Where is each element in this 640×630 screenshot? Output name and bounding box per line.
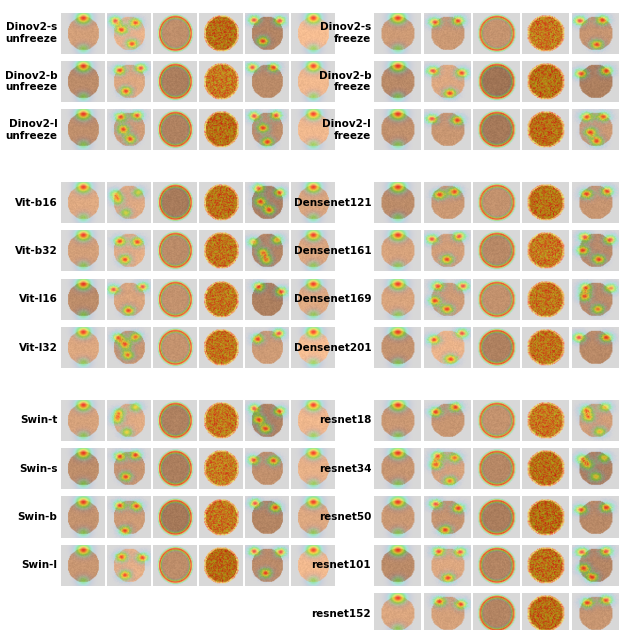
Text: Dinov2-s
freeze: Dinov2-s freeze [320, 22, 371, 44]
Text: Dinov2-l
unfreeze: Dinov2-l unfreeze [6, 119, 58, 140]
Text: Dinov2-b
unfreeze: Dinov2-b unfreeze [5, 71, 58, 93]
Text: Dinov2-l
freeze: Dinov2-l freeze [323, 119, 371, 140]
Text: resnet18: resnet18 [319, 415, 371, 425]
Text: Swin-t: Swin-t [20, 415, 58, 425]
Text: Densenet161: Densenet161 [294, 246, 371, 256]
Text: resnet152: resnet152 [312, 609, 371, 619]
Text: Densenet169: Densenet169 [294, 294, 371, 304]
Text: Densenet121: Densenet121 [294, 198, 371, 207]
Text: resnet101: resnet101 [312, 561, 371, 570]
Text: resnet34: resnet34 [319, 464, 371, 474]
Text: Vit-l16: Vit-l16 [19, 294, 58, 304]
Text: Vit-l32: Vit-l32 [19, 343, 58, 353]
Text: resnet50: resnet50 [319, 512, 371, 522]
Text: Swin-l: Swin-l [22, 561, 58, 570]
Text: Densenet201: Densenet201 [294, 343, 371, 353]
Text: Vit-b16: Vit-b16 [15, 198, 58, 207]
Text: Swin-s: Swin-s [19, 464, 58, 474]
Text: Dinov2-s
unfreeze: Dinov2-s unfreeze [6, 22, 58, 44]
Text: Vit-b32: Vit-b32 [15, 246, 58, 256]
Text: Dinov2-b
freeze: Dinov2-b freeze [319, 71, 371, 93]
Text: Swin-b: Swin-b [18, 512, 58, 522]
